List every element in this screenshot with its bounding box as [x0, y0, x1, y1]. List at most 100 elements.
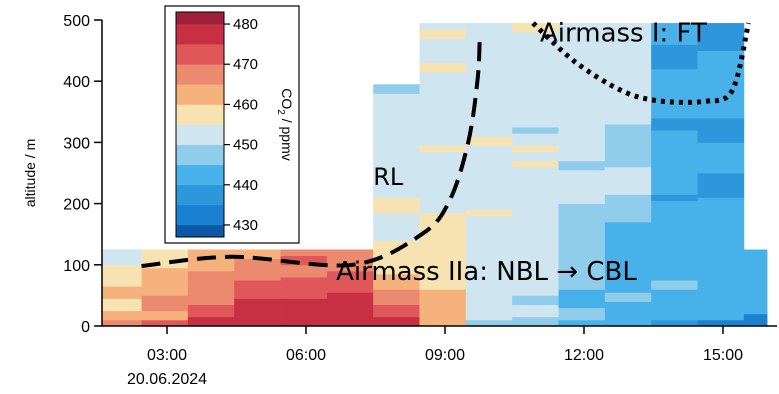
heatmap-cell-0-0: [102, 319, 142, 326]
heatmap-cell-9-2: [512, 295, 559, 305]
heatmap-cell-10-5: [558, 160, 606, 171]
heatmap-cell-2-4: [187, 258, 235, 272]
heatmap-cell-11-6: [604, 23, 652, 125]
colorbar-bin-6: [176, 104, 224, 125]
heatmap-cell-3-3: [234, 258, 281, 269]
heatmap-cell-10-1: [558, 307, 606, 321]
y-tick-label-500: 500: [63, 13, 90, 30]
heatmap-cell-4-1: [280, 277, 328, 299]
colorbar-tick-label-480: 480: [233, 16, 258, 33]
y-tick-label-200: 200: [63, 197, 90, 214]
heatmap-cell-7-9: [419, 29, 467, 39]
heatmap-cell-2-2: [187, 286, 235, 305]
heatmap-cell-0-1: [102, 310, 142, 321]
colorbar-tick-label-440: 440: [233, 177, 258, 194]
x-tick-label-3: 12:00: [564, 347, 604, 364]
heatmap-cell-13-3: [697, 173, 745, 198]
heatmap-cell-2-0: [187, 316, 235, 326]
x-tick-label-4: 15:00: [703, 347, 743, 364]
heatmap-cell-2-1: [187, 304, 235, 318]
heatmap-cell-1-4: [141, 267, 189, 284]
heatmap-cell-12-2: [651, 280, 698, 290]
heatmap-cell-9-8: [512, 127, 559, 134]
heatmap-cell-11-1: [604, 292, 652, 302]
heatmap-cell-11-0: [604, 301, 652, 326]
heatmap-cell-11-4: [604, 166, 652, 195]
heatmap-cell-7-7: [419, 62, 467, 73]
heatmap-cell-10-4: [558, 169, 606, 204]
heatmap-cell-12-3: [651, 200, 698, 281]
heatmap-cell-1-0: [141, 319, 189, 326]
heatmap-cell-12-5: [651, 130, 698, 195]
annotation-ft: Airmass I: FT: [540, 18, 707, 48]
heatmap-cell-9-4: [512, 160, 559, 168]
heatmap-cell-5-0: [326, 292, 374, 326]
heatmap-cell-2-3: [187, 270, 235, 287]
heatmap-cell-0-3: [102, 286, 142, 299]
colorbar-bin-7: [176, 84, 224, 105]
heatmap-cell-12-6: [651, 117, 698, 131]
heatmap-cell-4-4: [280, 249, 328, 257]
heatmap-cell-9-7: [512, 133, 559, 146]
heatmap-cell-14-0: [743, 313, 768, 326]
heatmap-cell-9-3: [512, 166, 559, 296]
heatmap-cell-7-6: [419, 72, 467, 146]
colorbar-tick-label-450: 450: [233, 137, 258, 154]
colorbar-tick-label-430: 430: [233, 217, 258, 234]
heatmap-cell-12-1: [651, 289, 698, 321]
x-tick-label-1: 06:00: [286, 347, 326, 364]
colorbar-tick-label-470: 470: [233, 56, 258, 73]
y-tick-label-300: 300: [63, 135, 90, 152]
boundary-line-rl: [141, 38, 482, 268]
colorbar-bin-4: [176, 144, 224, 165]
colorbar-border: [175, 11, 225, 238]
colorbar-bin-0: [176, 224, 224, 238]
heatmap-cell-7-5: [419, 145, 467, 152]
heatmap-cell-13-5: [697, 117, 745, 143]
colorbar-bin-8: [176, 64, 224, 85]
heatmap-cell-10-6: [558, 23, 606, 162]
heatmap-cell-10-3: [558, 203, 606, 290]
heatmap-cell-6-5: [373, 212, 420, 241]
heatmap-cell-11-2: [604, 221, 652, 293]
heatmap-cell-7-10: [419, 23, 467, 30]
heatmap-cell-7-2: [419, 246, 467, 290]
heatmap-cell-6-2: [373, 289, 420, 305]
heatmap-cell-6-6: [373, 197, 420, 214]
heatmap-cell-13-0: [697, 319, 745, 326]
heatmap-cell-6-0: [373, 316, 420, 326]
heatmap-cell-7-1: [419, 289, 467, 312]
colorbar-bin-5: [176, 124, 224, 145]
heatmap-cell-14-1: [743, 249, 768, 315]
heatmap-cell-4-0: [280, 298, 328, 326]
heatmap-cell-5-1: [326, 270, 374, 293]
heatmap-cell-6-1: [373, 304, 420, 318]
colorbar-label: CO2 / ppmv: [275, 88, 295, 160]
annotation-nbl: Airmass IIa: NBL → CBL: [336, 257, 637, 287]
heatmap-cell-12-7: [651, 68, 698, 119]
heatmap-cell-8-5: [465, 23, 513, 137]
annotations: RL Airmass I: FT Airmass IIa: NBL → CBL: [336, 18, 707, 287]
heatmap-cell-13-4: [697, 142, 745, 174]
heatmap-cell-12-9: [651, 23, 698, 45]
heatmap-cell-13-1: [697, 255, 745, 321]
heatmap-cell-3-0: [234, 298, 281, 326]
y-tick-label-0: 0: [81, 319, 90, 336]
axes: 0 100 200 300 400 500 03:00 06:00 09:00 12:00 15:0…: [22, 13, 777, 388]
heatmap-cell-9-9: [512, 32, 559, 128]
heatmap-cell-2-5: [187, 249, 235, 260]
heatmap-cell-6-8: [373, 84, 420, 94]
heatmap-cell-8-4: [465, 136, 513, 146]
annotation-rl: RL: [373, 163, 404, 191]
colorbar: 430 440 450 460 470 480 CO2 / ppmv: [164, 5, 300, 244]
heatmap-cell-10-2: [558, 289, 606, 309]
heatmap-cell-12-0: [651, 319, 698, 326]
y-axis-label: altitude / m: [22, 139, 38, 207]
boundary-lines: [141, 21, 751, 268]
heatmap-cells: [102, 23, 768, 326]
heatmap-cell-5-3: [326, 249, 374, 260]
heatmap-cell-0-4: [102, 277, 142, 287]
heatmap-cell-9-0: [512, 316, 559, 326]
x-date-label: 20.06.2024: [127, 371, 207, 388]
